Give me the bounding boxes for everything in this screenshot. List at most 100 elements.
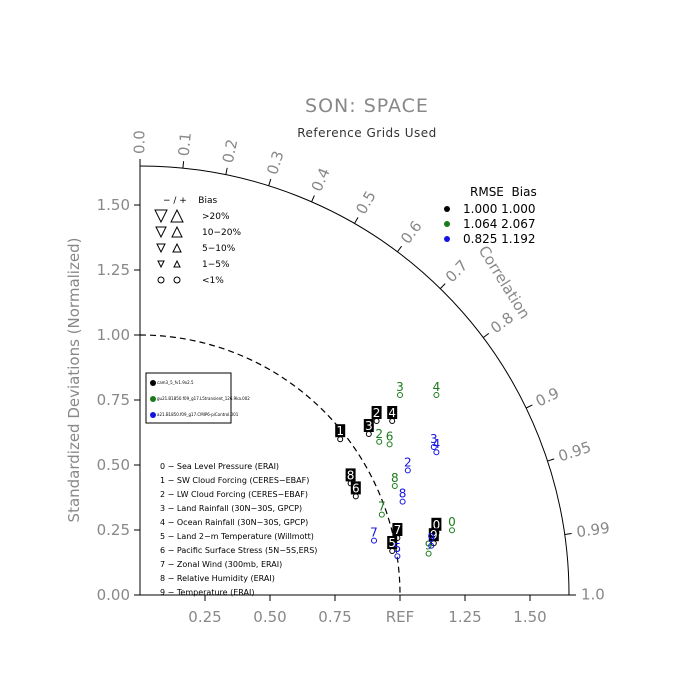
correlation-tick-label: 0.99 xyxy=(575,519,611,542)
point-label: 0 xyxy=(448,515,456,529)
variable-label: 8 − Relative Humidity (ERAI) xyxy=(160,574,275,583)
correlation-ticks: 0.0 0.1 0.2 0.3 0.4 0.5 0.6 0.7 0.8 0.9 0.95 0.99 1.… xyxy=(131,130,611,603)
point-marker xyxy=(404,467,411,474)
point-label: 6 xyxy=(352,481,360,495)
bias-row-label: 10−20% xyxy=(202,228,241,238)
point-label: 1 xyxy=(336,424,344,438)
point-box xyxy=(371,406,382,419)
correlation-tick-label: 0.3 xyxy=(263,149,287,177)
correlation-tick-mark xyxy=(482,332,490,339)
correlation-tick-mark xyxy=(547,458,555,462)
x-tick-label: 0.50 xyxy=(253,608,286,626)
outer-arc xyxy=(139,165,570,596)
point-label: 4 xyxy=(388,406,396,420)
correlation-tick-label: 0.4 xyxy=(308,165,334,194)
bias-up-triangle xyxy=(173,259,181,268)
point-label: 7 xyxy=(370,526,378,540)
case-label: gu21.B1850.f09_g17.L5transient_126.9ka.0… xyxy=(157,396,250,401)
reference-arc xyxy=(139,334,401,596)
point-label: 9 xyxy=(427,531,435,545)
bias-up-triangle xyxy=(172,242,182,253)
variable-label: 3 − Land Rainfall (30N−30S, GPCP) xyxy=(160,504,302,513)
point-label: 3 xyxy=(365,419,373,433)
point-label: 8 xyxy=(347,468,355,482)
correlation-tick-label: 0.8 xyxy=(487,308,517,337)
point-marker xyxy=(371,537,377,544)
x-tick-label: REF xyxy=(386,608,415,626)
rmse-row: 1.064 2.067 xyxy=(463,217,536,231)
correlation-tick-mark xyxy=(564,532,572,535)
point-label: 9 xyxy=(430,528,438,542)
bias-up-triangle xyxy=(170,208,184,223)
y-tick-label: 1.00 xyxy=(97,326,130,344)
correlation-tick-label: 0.6 xyxy=(397,217,426,247)
point-label: 5 xyxy=(394,541,402,555)
point-marker xyxy=(433,392,440,398)
y-tick-label: 0.50 xyxy=(97,456,130,474)
point-label: 3 xyxy=(430,432,438,446)
point-marker xyxy=(449,527,455,534)
case-dot xyxy=(150,380,156,386)
point-label: 3 xyxy=(396,380,404,394)
point-box xyxy=(350,481,361,495)
x-tick-label: 0.75 xyxy=(318,608,351,626)
y-tick-label: 1.25 xyxy=(97,261,130,279)
case-label: cam3_5_fv1.9x2.5 xyxy=(157,380,194,385)
y-tick-label: 0.00 xyxy=(97,586,130,604)
rmse-legend: RMSE Bias 1.000 1.000 1.064 2.067 0.825 … xyxy=(444,185,537,246)
bias-circle xyxy=(157,276,165,284)
correlation-tick-mark xyxy=(268,178,272,186)
rmse-dot xyxy=(444,236,450,242)
bias-row-label: >20% xyxy=(202,212,230,222)
y-ticks: 0.00 0.25 0.50 0.75 1.00 1.25 1.50 xyxy=(97,196,140,604)
variable-label: 1 − SW Cloud Forcing (CERES−EBAF) xyxy=(160,476,309,485)
bias-legend-header: − / + Bias xyxy=(163,196,217,206)
bias-up-triangle xyxy=(171,225,183,238)
x-tick-label: 1.25 xyxy=(448,608,481,626)
point-label: 7 xyxy=(394,523,402,537)
point-marker xyxy=(394,553,401,560)
point-marker xyxy=(376,438,383,445)
case-label: a21.B1850.f09_g17.CMIP6-piControl.001 xyxy=(157,412,239,417)
y-tick-label: 1.50 xyxy=(97,196,130,214)
point-marker xyxy=(433,449,440,456)
case-dot xyxy=(150,412,156,418)
rmse-dot xyxy=(444,206,450,212)
point-marker xyxy=(428,542,435,549)
point-box xyxy=(345,468,356,482)
point-label: 6 xyxy=(386,429,394,443)
x-tick-label: 1.50 xyxy=(513,608,546,626)
variable-label: 0 − Sea Level Pressure (ERAI) xyxy=(160,462,279,471)
bias-circle xyxy=(173,276,181,284)
y-tick-label: 0.25 xyxy=(97,521,130,539)
point-label: 5 xyxy=(388,536,396,550)
bias-legend-symbols xyxy=(154,208,184,284)
y-axis-title: Standardized Deviations (Normalized) xyxy=(65,238,83,523)
correlation-tick-label: 0.1 xyxy=(175,132,195,158)
correlation-tick-mark xyxy=(182,161,185,169)
rmse-legend-header: RMSE Bias xyxy=(470,185,537,199)
point-box xyxy=(335,424,346,438)
point-label: 4 xyxy=(433,437,441,451)
rmse-dot xyxy=(444,221,450,227)
point-label: 2 xyxy=(373,406,381,420)
variable-label: 5 − Land 2−m Temperature (Willmott) xyxy=(160,532,314,541)
correlation-tick-label: 0.9 xyxy=(533,384,562,411)
bias-down-triangle xyxy=(154,209,168,224)
correlation-tick-mark xyxy=(225,167,228,175)
correlation-tick-label: 1.0 xyxy=(581,586,605,604)
point-marker xyxy=(397,392,403,398)
point-marker xyxy=(399,498,406,505)
point-label: 8 xyxy=(399,487,407,501)
correlation-tick-label: 0.7 xyxy=(442,256,472,286)
correlation-tick-mark xyxy=(525,404,533,409)
point-marker xyxy=(430,444,437,450)
correlation-tick-label: 0.2 xyxy=(219,138,241,165)
point-label: 2 xyxy=(404,455,412,469)
variable-label: 2 − LW Cloud Forcing (CERES−EBAF) xyxy=(160,490,308,499)
case-dot xyxy=(150,396,156,402)
chart-subtitle: Reference Grids Used xyxy=(297,126,437,140)
x-ticks: 0.25 0.50 0.75 REF 1.25 1.50 xyxy=(188,595,547,626)
